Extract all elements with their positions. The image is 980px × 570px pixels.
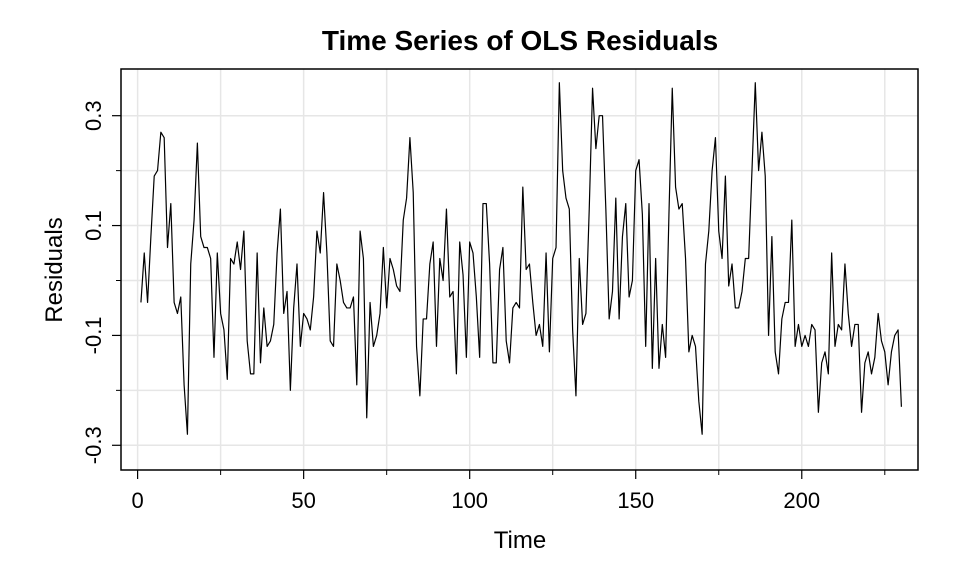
y-tick-label: 0.3 xyxy=(81,100,106,131)
plot-frame xyxy=(120,68,919,471)
y-tick-label: -0.1 xyxy=(81,316,106,354)
series-line-0 xyxy=(140,82,902,435)
y-tick-label: 0.1 xyxy=(81,210,106,241)
x-tick-label: 150 xyxy=(617,488,654,513)
y-axis-label: Residuals xyxy=(41,217,68,322)
grid-lines xyxy=(121,69,918,470)
x-axis: 0 50 100 150 200 xyxy=(131,470,886,513)
y-axis: -0.3 -0.1 0.1 0.3 xyxy=(81,100,121,464)
x-tick-label: 50 xyxy=(291,488,315,513)
y-tick-label: -0.3 xyxy=(81,426,106,464)
x-tick-label: 100 xyxy=(451,488,488,513)
x-tick-label: 0 xyxy=(131,488,143,513)
chart-title: Time Series of OLS Residuals xyxy=(322,25,718,56)
x-axis-label: Time xyxy=(494,527,546,554)
series-layer xyxy=(140,82,902,435)
x-tick-label: 200 xyxy=(783,488,820,513)
